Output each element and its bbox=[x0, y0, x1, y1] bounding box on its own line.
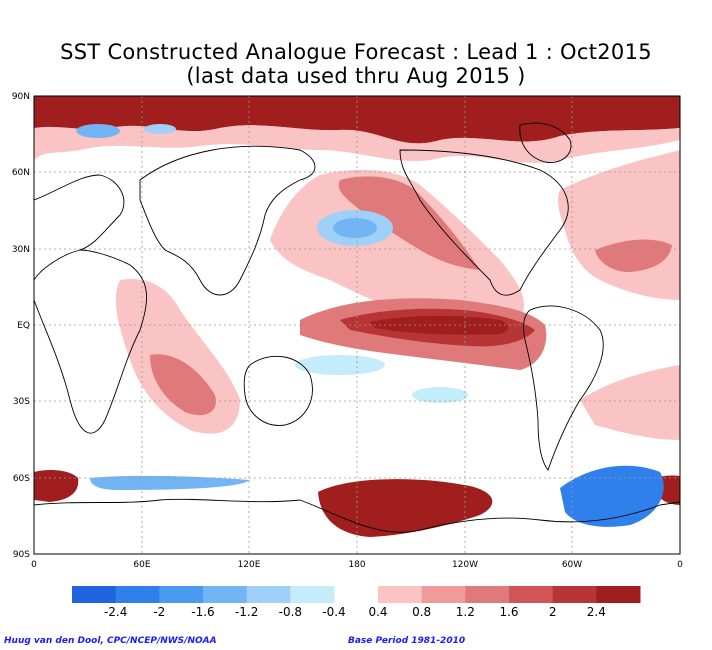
europe-africa-coast bbox=[34, 174, 147, 434]
greenland-coast bbox=[519, 122, 572, 163]
colorbar-swatch-positive bbox=[378, 586, 423, 603]
lon-label: 60E bbox=[133, 560, 150, 570]
north-pacific-warm-core bbox=[338, 176, 480, 270]
lon-label: 120W bbox=[452, 560, 478, 570]
longitude-axis: 0 60E 120E 180 120W 60W 0 bbox=[31, 560, 683, 570]
colorbar-swatch-negative bbox=[72, 586, 117, 603]
map-title: SST Constructed Analogue Forecast : Lead… bbox=[60, 40, 652, 64]
lon-label: 60W bbox=[562, 560, 582, 570]
map-frame bbox=[33, 95, 681, 555]
map-subtitle: (last data used thru Aug 2015 ) bbox=[186, 64, 526, 88]
colorbar-label: 2 bbox=[549, 605, 557, 619]
lat-label: 30S bbox=[13, 397, 30, 407]
lat-label: 60N bbox=[12, 168, 30, 178]
north-pacific-cold-core bbox=[333, 218, 377, 238]
north-atlantic-warm-core bbox=[595, 239, 672, 272]
south-america-coast bbox=[523, 305, 604, 471]
anomaly-shading bbox=[34, 96, 680, 537]
southern-ocean-cold bbox=[560, 465, 664, 527]
colorbar-swatch-negative bbox=[203, 586, 248, 603]
colorbar-swatch-negative bbox=[290, 586, 335, 603]
west-pacific-cold bbox=[295, 355, 385, 375]
lon-label: 120E bbox=[238, 560, 261, 570]
latitude-axis: 90N 60N 30N EQ 30S 60S 90S bbox=[12, 92, 30, 560]
colorbar: -2.4 -2 -1.6 -1.2 -0.8 -0.4 0.4 0.8 1.2 1.6 2 2.4 bbox=[72, 586, 641, 619]
south-atlantic-warm bbox=[580, 365, 680, 440]
colorbar-swatch-positive bbox=[421, 586, 466, 603]
lon-label: 180 bbox=[348, 560, 365, 570]
north-america-coast bbox=[399, 149, 569, 296]
colorbar-swatch-positive bbox=[552, 586, 597, 603]
north-pacific-warm bbox=[270, 169, 524, 320]
colorbar-label: 0.4 bbox=[368, 605, 387, 619]
base-period-note: Base Period 1981-2010 bbox=[348, 636, 466, 646]
colorbar-swatch-negative bbox=[246, 586, 291, 603]
colorbar-label: 1.6 bbox=[499, 605, 518, 619]
colorbar-label: -1.6 bbox=[191, 605, 214, 619]
colorbar-label: -2 bbox=[153, 605, 165, 619]
colorbar-swatch-positive bbox=[509, 586, 554, 603]
arctic-warm-region bbox=[34, 96, 680, 144]
lat-label: EQ bbox=[17, 321, 30, 331]
arctic-cold-patch-west bbox=[76, 124, 120, 138]
colorbar-label: -1.2 bbox=[235, 605, 258, 619]
southern-ocean-warm-pacific bbox=[318, 479, 493, 537]
lon-label: 0 bbox=[677, 560, 683, 570]
antarctica-coast bbox=[34, 498, 680, 533]
colorbar-label: 1.2 bbox=[456, 605, 475, 619]
coastlines bbox=[34, 122, 680, 533]
colorbar-label: -0.4 bbox=[322, 605, 345, 619]
arctic-cold-patch-center bbox=[144, 124, 176, 134]
colorbar-label: 2.4 bbox=[587, 605, 606, 619]
lat-label: 60S bbox=[13, 474, 30, 484]
lat-label: 90N bbox=[12, 92, 30, 102]
colorbar-swatch-positive bbox=[596, 586, 641, 603]
asia-coast bbox=[139, 145, 316, 296]
southern-ocean-cold-band bbox=[90, 475, 250, 490]
colorbar-swatch-negative bbox=[159, 586, 204, 603]
lat-label: 30N bbox=[12, 245, 30, 255]
colorbar-swatch-positive bbox=[465, 586, 510, 603]
australia-coast bbox=[243, 355, 313, 426]
gridlines bbox=[34, 96, 680, 554]
lon-label: 0 bbox=[31, 560, 37, 570]
lat-label: 90S bbox=[13, 550, 30, 560]
colorbar-swatch-negative bbox=[115, 586, 160, 603]
author-credit: Huug van den Dool, CPC/NCEP/NWS/NOAA bbox=[4, 636, 217, 646]
south-pacific-cold bbox=[412, 387, 468, 403]
indian-ocean-warm-core bbox=[150, 354, 216, 416]
colorbar-label: -2.4 bbox=[104, 605, 127, 619]
colorbar-label: 0.8 bbox=[412, 605, 431, 619]
arctic-warm-edge bbox=[34, 125, 680, 163]
colorbar-label: -0.8 bbox=[279, 605, 302, 619]
